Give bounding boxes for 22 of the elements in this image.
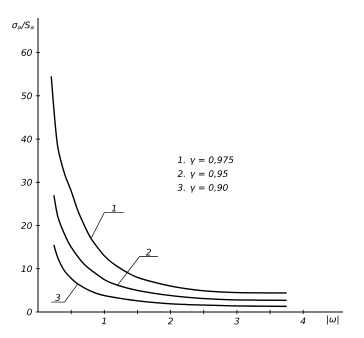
annotation: 1 <box>112 204 116 212</box>
y-tick-label: 50 <box>21 92 32 100</box>
y-tick-label: 20 <box>20 222 32 229</box>
x-tick-label: 1 <box>102 318 106 324</box>
annotation: 1. γ = 0,975 <box>178 156 234 165</box>
annotation: 3. γ = 0,90 <box>177 184 228 193</box>
x-tick-label: 2 <box>168 318 173 324</box>
y-axis-title: σ$_{a}$/S$_{a}$ <box>12 22 34 30</box>
annotation: 2. γ = 0,95 <box>177 170 228 179</box>
annotation: 3 <box>55 294 60 301</box>
y-tick-label: 0 <box>27 308 32 316</box>
line-series <box>53 244 288 308</box>
x-axis-title: |ω| <box>327 316 338 324</box>
y-tick-label: 40 <box>21 136 32 142</box>
y-tick-label: 10 <box>21 265 32 272</box>
y-tick-label: 30 <box>20 178 32 186</box>
annotation: 2 <box>146 248 152 256</box>
y-tick-label: 60 <box>22 49 32 56</box>
line-series <box>50 76 288 294</box>
x-tick-label: 3 <box>234 318 240 324</box>
line-series <box>53 194 288 302</box>
x-tick-label: 4 <box>300 318 306 324</box>
